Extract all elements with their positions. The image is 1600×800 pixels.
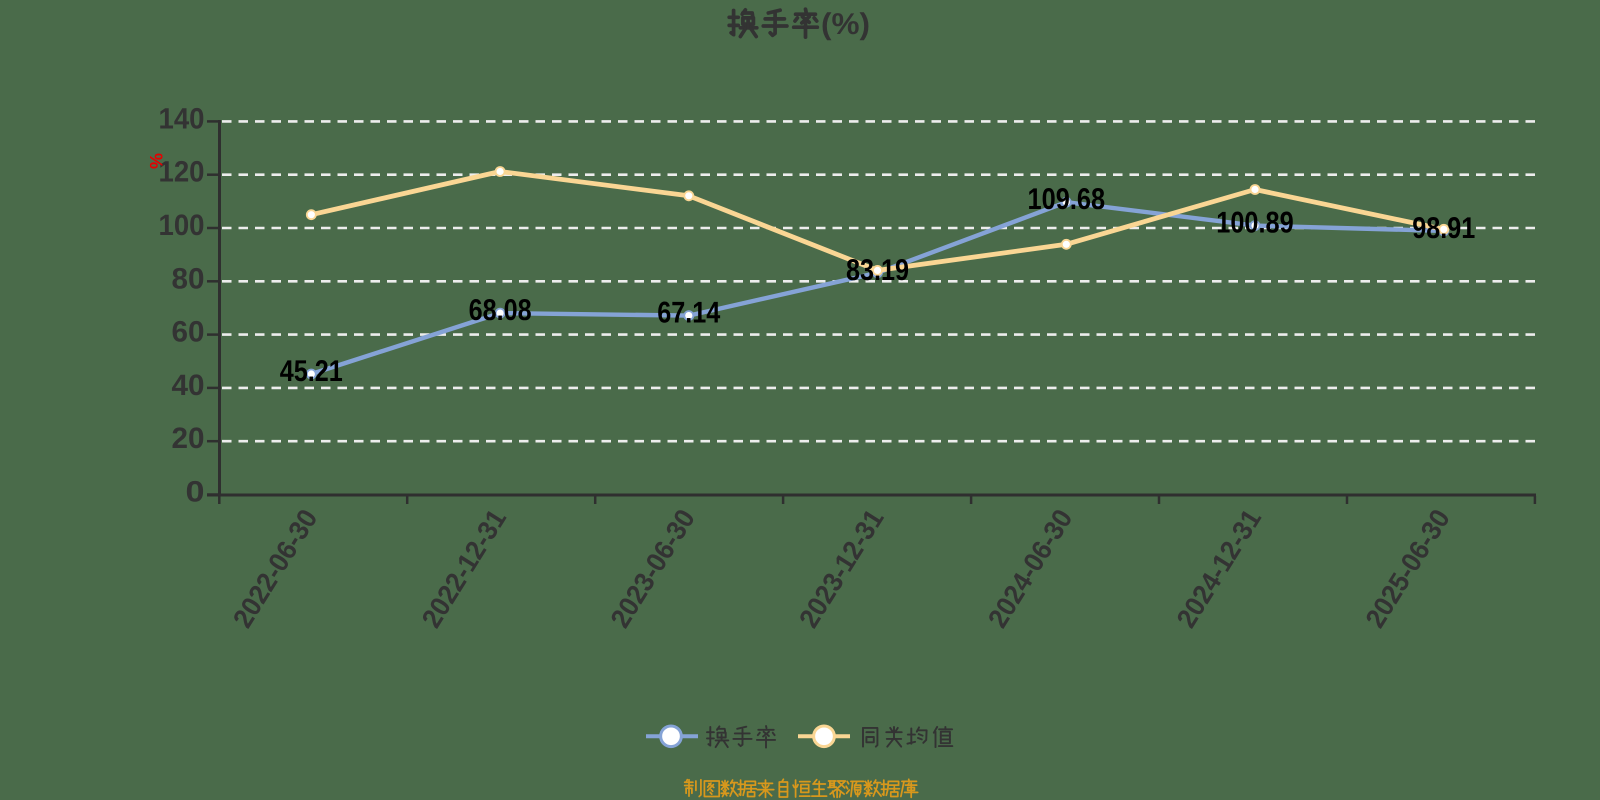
svg-text:67.14: 67.14 — [657, 297, 720, 330]
svg-text:45.21: 45.21 — [280, 355, 343, 388]
svg-text:83.19: 83.19 — [846, 254, 909, 287]
svg-text:120: 120 — [159, 156, 205, 189]
svg-text:100.89: 100.89 — [1216, 207, 1294, 240]
svg-text:98.91: 98.91 — [1412, 212, 1475, 245]
svg-text:20: 20 — [172, 422, 205, 455]
svg-text:(%): (%) — [821, 8, 870, 41]
svg-text:80: 80 — [172, 262, 205, 295]
svg-text:109.68: 109.68 — [1028, 183, 1106, 216]
svg-text:68.08: 68.08 — [469, 294, 532, 327]
svg-text:60: 60 — [172, 316, 205, 349]
svg-text:100: 100 — [159, 209, 205, 242]
svg-text:140: 140 — [159, 102, 205, 135]
svg-text:40: 40 — [172, 369, 205, 402]
svg-text:0: 0 — [186, 476, 205, 509]
svg-text:%: % — [146, 153, 166, 169]
